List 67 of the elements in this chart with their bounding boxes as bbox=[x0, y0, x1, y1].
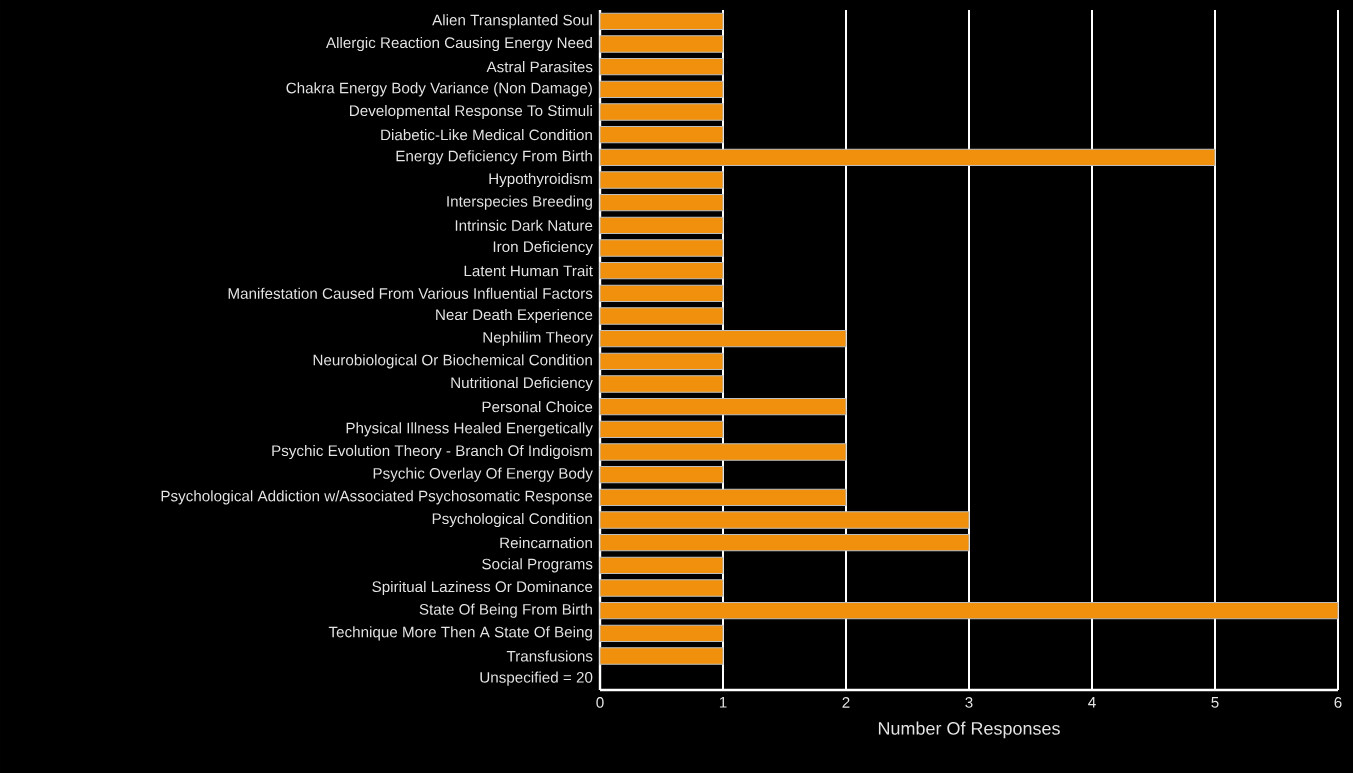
x-tick-label: 4 bbox=[1088, 697, 1096, 708]
bar bbox=[599, 58, 724, 76]
bar bbox=[599, 307, 724, 325]
y-tick-label: Energy Deficiency From Birth bbox=[396, 150, 592, 165]
bar bbox=[599, 420, 724, 439]
bar bbox=[599, 443, 847, 461]
y-tick-label: Psychological Addiction w/Associated Psychosomatic Response bbox=[161, 490, 593, 505]
y-tick-label: Social Programs bbox=[482, 558, 593, 573]
x-tick-label: 3 bbox=[965, 697, 973, 708]
bar bbox=[599, 12, 724, 30]
x-tick-label: 6 bbox=[1334, 697, 1342, 708]
bar bbox=[599, 352, 724, 370]
bar bbox=[599, 602, 1339, 620]
x-tick-label: 2 bbox=[842, 697, 850, 708]
y-tick-label: State Of Being From Birth bbox=[419, 603, 592, 618]
y-tick-label: Manifestation Caused From Various Influential Factors bbox=[228, 287, 593, 299]
bar bbox=[599, 148, 1216, 166]
bar bbox=[599, 262, 724, 280]
y-tick-label: Developmental Response To Stimuli bbox=[350, 104, 592, 120]
x-tick-label: 1 bbox=[719, 697, 727, 708]
y-tick-label: Transfusions bbox=[506, 650, 593, 662]
y-tick-label: Reincarnation bbox=[500, 537, 592, 549]
y-tick-label: Spiritual Laziness Or Dominance bbox=[372, 580, 593, 596]
bar bbox=[599, 126, 724, 144]
x-tick-label: 0 bbox=[596, 697, 604, 708]
bar bbox=[599, 534, 970, 552]
y-tick-label: Physical Illness Healed Energetically bbox=[346, 422, 593, 437]
bar bbox=[599, 647, 724, 665]
bar bbox=[599, 579, 724, 597]
bar bbox=[599, 330, 847, 348]
bar bbox=[599, 194, 724, 212]
y-tick-label: Neurobiological Or Biochemical Condition bbox=[313, 354, 592, 369]
y-tick-label: Nephilim Theory bbox=[483, 331, 593, 346]
y-tick-label: Alien Transplanted Soul bbox=[432, 14, 592, 29]
y-tick-label: Chakra Energy Body Variance (Non Damage) bbox=[286, 82, 592, 97]
y-tick-label: Hypothyroidism bbox=[489, 172, 592, 188]
y-tick-label: Iron Deficiency bbox=[493, 240, 593, 256]
y-tick-label: Diabetic-Like Medical Condition bbox=[381, 129, 592, 141]
bar bbox=[599, 103, 724, 121]
y-tick-label: Psychic Evolution Theory - Branch Of Indigoism bbox=[272, 444, 592, 460]
y-tick-label: Psychological Condition bbox=[432, 512, 592, 528]
bar bbox=[599, 488, 847, 506]
bar bbox=[599, 80, 724, 98]
x-axis-title: Number Of Responses bbox=[878, 721, 1060, 739]
y-tick-label: Allergic Reaction Causing Energy Need bbox=[325, 36, 592, 52]
bar bbox=[599, 398, 847, 416]
bar bbox=[599, 556, 724, 574]
bar bbox=[599, 284, 724, 303]
bar bbox=[599, 216, 724, 234]
y-tick-label: Astral Parasites bbox=[486, 61, 593, 73]
y-tick-label: Nutritional Deficiency bbox=[451, 376, 593, 392]
y-tick-label: Technique More Then A State Of Being bbox=[328, 626, 592, 641]
y-tick-label: Personal Choice bbox=[482, 401, 593, 413]
bar bbox=[599, 171, 724, 189]
y-tick-label: Near Death Experience bbox=[436, 308, 593, 324]
bar bbox=[599, 375, 724, 393]
bar bbox=[599, 35, 724, 53]
bar bbox=[599, 466, 724, 484]
y-tick-label: Unspecified = 20 bbox=[480, 671, 593, 686]
x-tick-label: 5 bbox=[1211, 697, 1219, 708]
y-tick-label: Interspecies Breeding bbox=[447, 195, 592, 210]
bar bbox=[599, 239, 724, 257]
bar bbox=[599, 624, 724, 642]
bar bbox=[599, 511, 970, 529]
y-tick-label: Psychic Overlay Of Energy Body bbox=[373, 467, 593, 482]
y-tick-label: Latent Human Trait bbox=[464, 265, 593, 277]
y-tick-label: Intrinsic Dark Nature bbox=[455, 219, 593, 231]
